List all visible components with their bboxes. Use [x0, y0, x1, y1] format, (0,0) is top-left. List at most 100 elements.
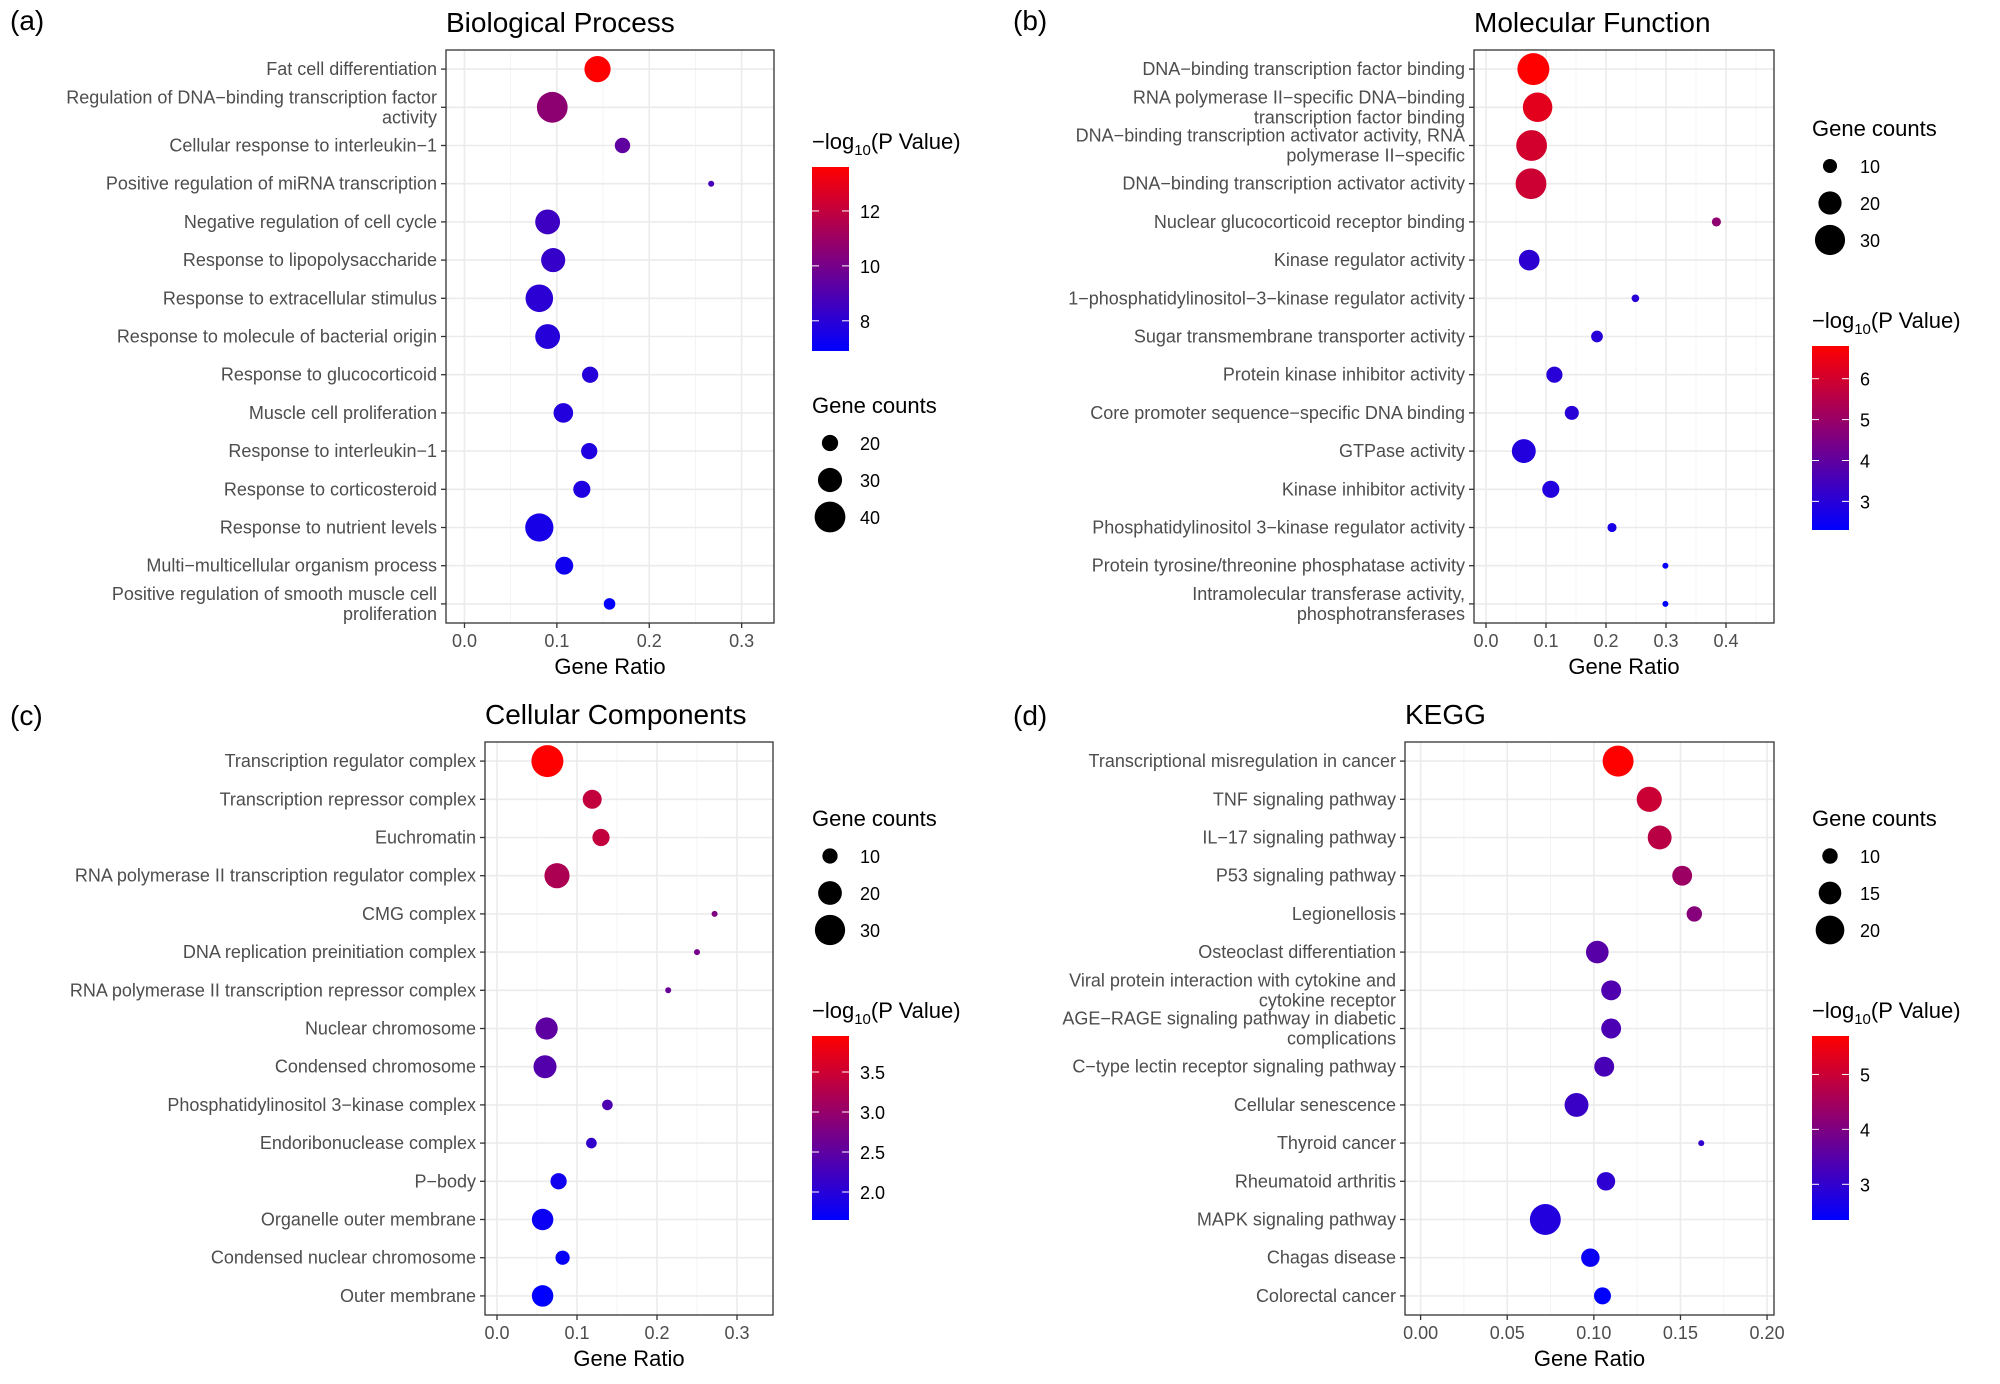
y-tick-label: Transcription regulator complex — [225, 751, 476, 771]
y-tick-label: P−body — [414, 1171, 476, 1191]
y-tick-label: Response to interleukin−1 — [228, 441, 437, 461]
color-legend-title: −log10(P Value) — [812, 998, 961, 1028]
data-point — [525, 284, 554, 313]
x-axis-title: Gene Ratio — [554, 654, 665, 679]
data-points — [1511, 53, 1721, 607]
size-legend-key — [821, 434, 839, 452]
data-point — [694, 949, 700, 956]
y-tick-label: Chagas disease — [1267, 1248, 1396, 1268]
colorbar — [812, 1036, 849, 1220]
y-tick-label: Positive regulation of smooth muscle cel… — [112, 584, 437, 624]
data-point — [711, 910, 718, 917]
size-legend-key — [1818, 881, 1842, 905]
colorbar-tick-label: 3.0 — [860, 1103, 885, 1123]
y-tick-label: Response to glucocorticoid — [221, 365, 437, 385]
y-tick-label: Legionellosis — [1292, 904, 1396, 924]
x-tick-label: 0.00 — [1403, 1323, 1438, 1343]
data-point — [544, 863, 570, 889]
size-legend: Gene counts 10 20 30 — [812, 806, 937, 946]
y-tick-label: GTPase activity — [1339, 441, 1465, 461]
size-legend-title: Gene counts — [812, 806, 937, 831]
size-legend-label: 20 — [860, 884, 880, 904]
x-axis-title: Gene Ratio — [1534, 1346, 1645, 1371]
data-point — [1662, 562, 1669, 569]
colorbar-tick-label: 6 — [1860, 370, 1870, 390]
x-tick-label: 0.3 — [729, 631, 754, 651]
y-tick-label: Transcriptional misregulation in cancer — [1089, 751, 1396, 771]
data-point — [1601, 1018, 1622, 1039]
size-legend-label: 20 — [1860, 921, 1880, 941]
y-tick-label: RNA polymerase II transcription represso… — [70, 980, 476, 1000]
legend: Gene counts 10 15 20 −log10(P Value) 3 4 5 — [1812, 806, 1961, 1220]
data-point — [1594, 1287, 1611, 1305]
y-tick-label: Intramolecular transferase activity, phos… — [1192, 584, 1465, 624]
gridlines — [1405, 742, 1774, 1315]
size-legend-label: 30 — [860, 921, 880, 941]
data-point — [1564, 405, 1579, 420]
data-points — [1529, 745, 1705, 1305]
x-tick-label: 0.2 — [637, 631, 662, 651]
x-tick-label: 0.0 — [484, 1323, 509, 1343]
y-axis: Transcription regulator complex Transcrip… — [70, 751, 485, 1306]
data-point — [1662, 600, 1669, 607]
size-legend-label: 20 — [860, 434, 880, 454]
data-point — [555, 556, 574, 575]
y-tick-label: Cellular senescence — [1234, 1095, 1396, 1115]
x-tick-label: 0.1 — [1533, 631, 1558, 651]
y-tick-label: Protein kinase inhibitor activity — [1223, 365, 1465, 385]
data-point — [535, 209, 561, 235]
data-point — [525, 513, 554, 542]
data-point — [1585, 940, 1609, 964]
y-tick-label: Transcription repressor complex — [220, 789, 476, 809]
y-tick-label: Outer membrane — [340, 1286, 476, 1306]
x-tick-label: 0.3 — [1653, 631, 1678, 651]
x-tick-label: 0.2 — [644, 1323, 669, 1343]
y-tick-label: DNA−binding transcription activator acti… — [1076, 126, 1465, 166]
data-point — [1518, 249, 1540, 271]
x-tick-label: 0.3 — [724, 1323, 749, 1343]
colorbar-tick-label: 12 — [860, 202, 880, 222]
gridlines — [1474, 50, 1774, 623]
y-tick-label: MAPK signaling pathway — [1197, 1210, 1396, 1230]
y-tick-label: Kinase inhibitor activity — [1282, 479, 1465, 499]
data-point — [603, 598, 616, 610]
data-point — [1546, 366, 1563, 383]
data-point — [1607, 522, 1617, 533]
y-tick-label: TNF signaling pathway — [1213, 789, 1396, 809]
data-point — [1647, 825, 1672, 850]
size-legend-label: 20 — [1860, 194, 1880, 214]
y-tick-label: Response to nutrient levels — [220, 518, 437, 538]
y-tick-label: 1−phosphatidylinositol−3−kinase regulato… — [1068, 288, 1465, 308]
data-point — [1511, 439, 1536, 464]
y-tick-label: P53 signaling pathway — [1216, 866, 1396, 886]
data-point — [550, 1173, 567, 1190]
colorbar-tick-label: 3 — [1860, 492, 1870, 512]
x-tick-label: 0.20 — [1750, 1323, 1785, 1343]
y-tick-label: DNA replication preinitiation complex — [183, 942, 476, 962]
size-legend: Gene counts 10 15 20 — [1812, 806, 1937, 945]
size-legend-label: 40 — [860, 508, 880, 528]
x-tick-label: 0.1 — [564, 1323, 589, 1343]
size-legend-key — [1822, 848, 1838, 864]
data-point — [555, 1250, 570, 1265]
data-points — [525, 55, 715, 610]
data-point — [1517, 53, 1550, 86]
colorbar — [1812, 1036, 1849, 1220]
data-point — [535, 324, 561, 349]
y-tick-label: IL−17 signaling pathway — [1202, 828, 1396, 848]
data-point — [1522, 92, 1553, 123]
data-point — [1591, 330, 1603, 343]
y-tick-label: Response to molecule of bacterial origin — [117, 327, 437, 347]
y-tick-label: Muscle cell proliferation — [249, 403, 437, 423]
panel-label: (c) — [10, 700, 43, 731]
data-point — [531, 745, 564, 778]
size-legend: Gene counts 10 20 30 — [1812, 116, 1937, 256]
y-tick-label: Response to corticosteroid — [224, 479, 437, 499]
data-point — [533, 1055, 557, 1079]
size-legend-title: Gene counts — [1812, 116, 1937, 141]
panel-label: (a) — [10, 5, 44, 36]
y-tick-label: Fat cell differentiation — [266, 59, 437, 79]
size-legend-title: Gene counts — [812, 393, 937, 418]
data-point — [1564, 1092, 1589, 1117]
y-tick-label: RNA polymerase II−specific DNA−binding tr… — [1133, 87, 1465, 127]
